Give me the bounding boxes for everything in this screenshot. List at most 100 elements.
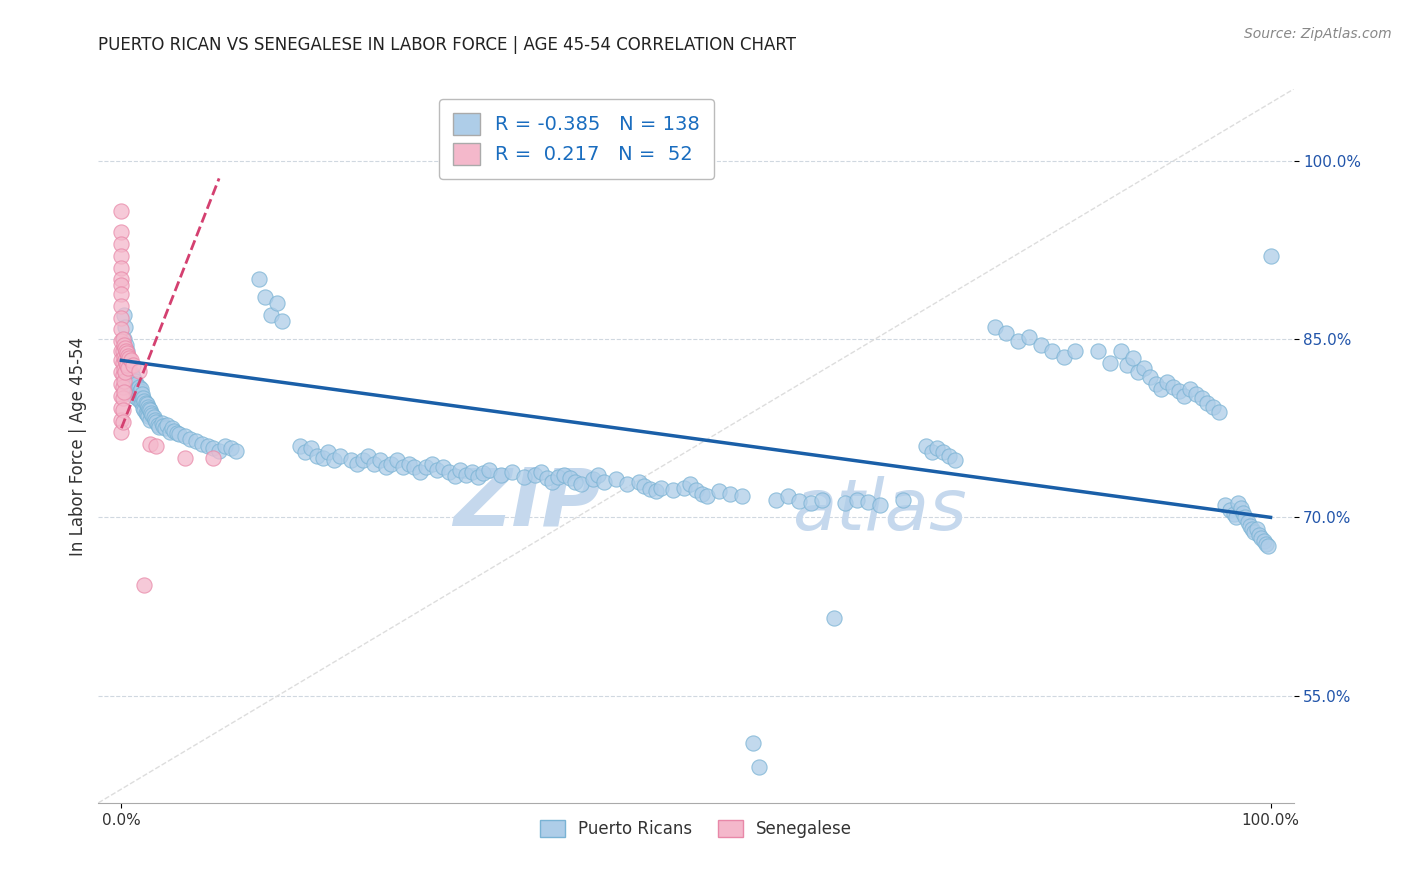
Point <box>932 445 955 459</box>
Point <box>112 350 135 364</box>
Point <box>132 401 155 415</box>
Point <box>110 353 132 368</box>
Point <box>118 368 141 382</box>
Point <box>118 351 141 365</box>
Point <box>720 486 742 500</box>
Point <box>114 343 136 358</box>
Point <box>163 424 186 438</box>
Point <box>588 467 610 482</box>
Point <box>117 379 139 393</box>
Point <box>346 457 368 471</box>
Point <box>305 449 328 463</box>
Point <box>1250 531 1272 545</box>
Point <box>1128 365 1150 379</box>
Point <box>1241 522 1264 536</box>
Point <box>110 286 132 301</box>
Point <box>110 278 132 293</box>
Point <box>197 439 219 453</box>
Point <box>558 471 581 485</box>
Point <box>111 332 134 346</box>
Point <box>891 492 914 507</box>
Point <box>742 736 765 750</box>
Point <box>437 465 460 479</box>
Point <box>110 249 132 263</box>
Point <box>311 450 333 465</box>
Point <box>117 349 139 363</box>
Point <box>135 407 157 421</box>
Point <box>1018 329 1040 343</box>
Point <box>581 472 603 486</box>
Point <box>184 434 207 449</box>
Point <box>128 393 150 408</box>
Point <box>564 475 586 489</box>
Point <box>392 460 415 475</box>
Point <box>110 236 132 251</box>
Point <box>114 365 136 379</box>
Point <box>112 332 135 346</box>
Point <box>120 353 142 368</box>
Point <box>789 493 811 508</box>
Point <box>984 320 1007 334</box>
Point <box>731 489 754 503</box>
Point <box>115 343 138 358</box>
Point <box>128 364 150 378</box>
Point <box>443 468 465 483</box>
Point <box>111 403 134 417</box>
Point <box>644 484 666 499</box>
Point <box>1208 404 1230 418</box>
Point <box>685 483 707 497</box>
Y-axis label: In Labor Force | Age 45-54: In Labor Force | Age 45-54 <box>69 336 87 556</box>
Point <box>141 406 163 420</box>
Point <box>152 418 174 433</box>
Point <box>160 421 183 435</box>
Point <box>927 442 949 456</box>
Point <box>432 460 454 475</box>
Point <box>1122 351 1144 365</box>
Point <box>1098 356 1121 370</box>
Point <box>536 471 558 485</box>
Point <box>120 379 142 393</box>
Point <box>1247 528 1270 542</box>
Point <box>128 388 150 402</box>
Point <box>131 386 153 401</box>
Point <box>380 457 402 471</box>
Point <box>125 377 148 392</box>
Point <box>128 384 150 399</box>
Point <box>118 361 141 376</box>
Point <box>1239 518 1261 533</box>
Point <box>135 396 157 410</box>
Point <box>112 385 135 400</box>
Point <box>524 467 547 482</box>
Point <box>690 486 713 500</box>
Point <box>1064 343 1087 358</box>
Point <box>153 807 176 822</box>
Point <box>1109 343 1132 358</box>
Point <box>122 358 145 372</box>
Point <box>139 413 162 427</box>
Point <box>110 343 132 358</box>
Point <box>569 477 592 491</box>
Point <box>605 472 627 486</box>
Point <box>467 470 489 484</box>
Point <box>115 368 138 382</box>
Point <box>1257 539 1279 553</box>
Point <box>1185 386 1208 401</box>
Point <box>478 463 501 477</box>
Point <box>616 477 638 491</box>
Point <box>858 495 880 509</box>
Point <box>111 356 134 370</box>
Point <box>294 445 316 459</box>
Point <box>673 481 696 495</box>
Point <box>1202 400 1225 414</box>
Point <box>299 442 322 456</box>
Point <box>288 439 311 453</box>
Point <box>323 453 346 467</box>
Point <box>167 427 190 442</box>
Point <box>115 356 138 370</box>
Point <box>352 453 374 467</box>
Point <box>110 260 132 275</box>
Point <box>112 361 135 376</box>
Point <box>127 392 149 406</box>
Point <box>1178 382 1201 396</box>
Point <box>472 467 495 481</box>
